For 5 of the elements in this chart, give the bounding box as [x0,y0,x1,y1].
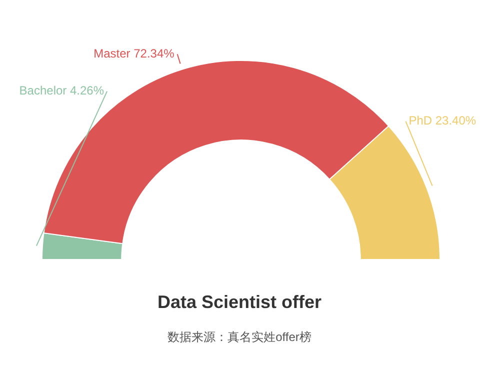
source-note: 数据来源：真名实姓offer榜 [166,329,312,346]
slice-label: PhD 23.40% [408,114,476,128]
slice-label: Bachelor 4.26% [19,84,104,98]
text: Data Scientist offer [156,292,323,313]
slice-label: Master 72.34% [94,46,175,60]
